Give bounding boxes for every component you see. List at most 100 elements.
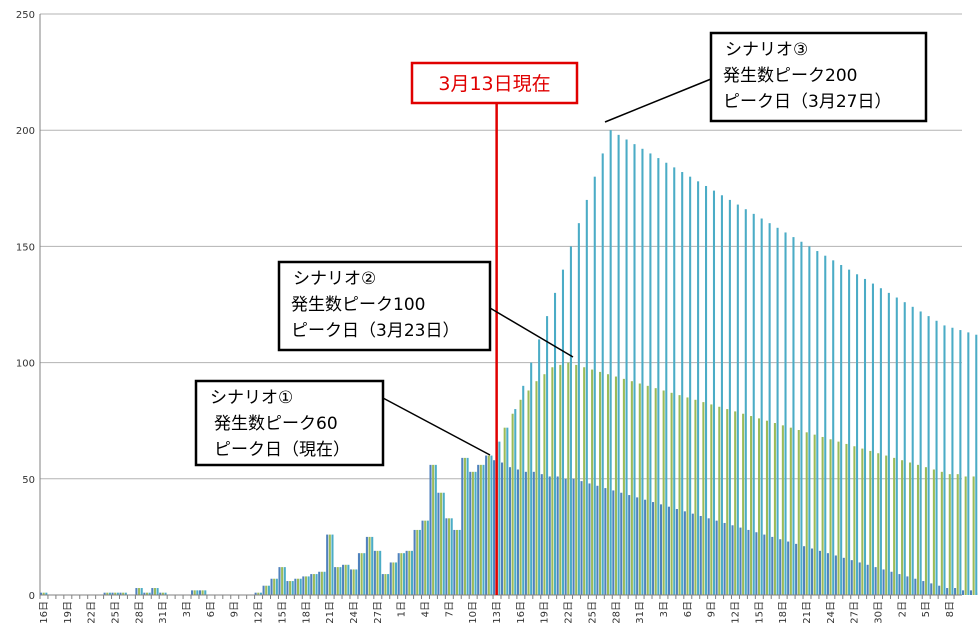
bar-series-2 xyxy=(829,439,832,595)
bar-series-2 xyxy=(201,590,204,595)
bar-series-3 xyxy=(299,578,302,595)
callout-leader-3 xyxy=(604,78,712,123)
bar-series-3 xyxy=(609,130,612,595)
bar-series-1 xyxy=(723,522,726,595)
bar-series-3 xyxy=(800,241,803,595)
bar-series-3 xyxy=(856,274,859,595)
x-tick-label: 9日 xyxy=(707,601,718,617)
current-date-label: 3月13日現在 xyxy=(438,73,550,95)
bar-series-2 xyxy=(726,409,729,595)
x-tick-label: 6日 xyxy=(683,601,694,617)
bar-series-3 xyxy=(760,218,763,595)
bar-series-2 xyxy=(42,592,45,595)
bar-series-3 xyxy=(832,260,835,595)
bar-series-3 xyxy=(291,581,294,595)
bar-series-1 xyxy=(652,502,655,595)
bar-series-3 xyxy=(792,237,795,595)
bar-series-2 xyxy=(193,590,196,595)
bar-series-1 xyxy=(159,592,162,595)
bar-series-3 xyxy=(903,302,906,595)
bar-series-2 xyxy=(122,592,125,595)
bar-series-2 xyxy=(145,592,149,595)
bar-series-2 xyxy=(622,378,625,595)
bar-series-3 xyxy=(911,306,914,595)
callout-box-2 xyxy=(277,260,492,352)
bar-series-3 xyxy=(975,334,978,595)
callout-text-3: ピーク日（3月27日） xyxy=(723,92,891,112)
bar-series-2 xyxy=(702,402,705,595)
callout-text-1: ピーク日（現在） xyxy=(214,440,350,460)
x-tick-label: 7日 xyxy=(444,601,455,617)
bar-series-2 xyxy=(972,476,975,595)
bar-series-3 xyxy=(402,553,406,595)
bar-series-2 xyxy=(400,553,403,595)
bar-series-2 xyxy=(336,567,339,595)
bar-series-3 xyxy=(116,592,119,595)
bar-series-2 xyxy=(448,518,451,595)
bar-series-1 xyxy=(667,506,670,595)
x-tick-label: 24日 xyxy=(826,601,837,624)
bar-series-1 xyxy=(779,539,782,595)
bar-series-1 xyxy=(874,567,877,595)
bar-series-3 xyxy=(363,553,366,595)
bar-series-1 xyxy=(954,588,957,595)
x-tick-label: 19日 xyxy=(63,601,74,624)
bar-series-3 xyxy=(315,574,318,595)
bar-series-1 xyxy=(318,571,321,595)
bar-series-3 xyxy=(530,362,533,595)
bar-series-2 xyxy=(368,536,371,595)
bar-series-1 xyxy=(429,464,432,595)
bar-series-2 xyxy=(591,369,594,595)
bar-series-3 xyxy=(752,213,755,596)
x-tick-label: 27日 xyxy=(373,601,384,624)
y-tick-label: 150 xyxy=(16,242,35,253)
bar-series-2 xyxy=(535,381,538,595)
y-axis: 0 50 100 150 200 250 xyxy=(16,10,41,602)
bar-series-3 xyxy=(808,246,811,595)
bar-series-1 xyxy=(151,588,154,595)
bar-series-2 xyxy=(599,371,602,595)
bar-series-1 xyxy=(532,471,535,595)
bar-series-3 xyxy=(625,139,628,595)
bar-series-2 xyxy=(257,592,260,595)
bar-series-2 xyxy=(567,362,570,595)
bar-series-2 xyxy=(281,567,284,595)
bar-series-1 xyxy=(842,557,845,595)
bar-series-1 xyxy=(437,492,440,595)
bar-series-2 xyxy=(916,464,920,595)
x-tick-label: 24日 xyxy=(349,601,360,624)
bar-series-1 xyxy=(659,504,663,595)
bar-series-1 xyxy=(914,578,917,595)
bar-series-3 xyxy=(879,288,882,595)
bar-series-1 xyxy=(962,590,965,595)
bar-series-2 xyxy=(845,443,848,595)
bar-series-3 xyxy=(705,185,708,596)
bar-series-1 xyxy=(270,578,273,595)
x-tick-label: 8日 xyxy=(945,601,956,617)
x-tick-label: 25日 xyxy=(111,601,122,624)
bar-series-3 xyxy=(442,492,445,595)
bar-series-2 xyxy=(686,397,689,595)
bar-series-2 xyxy=(424,520,427,595)
x-tick-label: 15日 xyxy=(754,601,765,624)
bar-series-2 xyxy=(885,455,888,595)
x-tick-label: 21日 xyxy=(802,601,813,624)
bar-series-3 xyxy=(736,204,739,595)
bar-series-1 xyxy=(707,518,710,595)
x-tick-label: 21日 xyxy=(325,601,336,624)
bar-series-2 xyxy=(956,474,959,595)
bar-series-3 xyxy=(585,199,588,596)
bar-series-2 xyxy=(479,464,482,595)
x-tick-label: 25日 xyxy=(587,601,598,624)
bar-series-2 xyxy=(932,469,935,595)
bar-series-2 xyxy=(853,446,856,595)
bar-series-1 xyxy=(588,483,591,595)
x-tick-label: 31日 xyxy=(635,601,646,624)
bar-series-3 xyxy=(196,590,199,595)
bar-series-1 xyxy=(866,564,869,595)
bar-series-3 xyxy=(450,518,453,595)
callout-text-2: 発生数ピーク100 xyxy=(291,295,425,315)
bar-series-1 xyxy=(198,590,202,595)
bar-series-3 xyxy=(108,592,111,595)
